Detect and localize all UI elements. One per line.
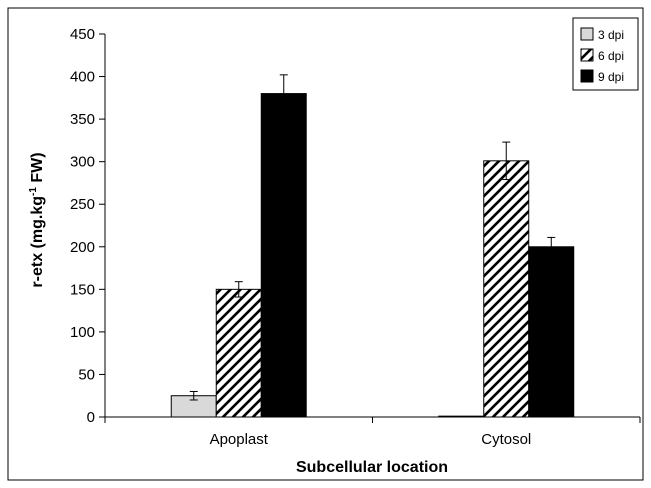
y-tick-label: 50 (78, 366, 95, 383)
bar (215, 288, 262, 418)
bar (260, 93, 307, 418)
y-tick-label: 100 (70, 324, 95, 341)
x-axis-title: Subcellular location (296, 459, 448, 476)
x-category-label: Cytosol (481, 431, 531, 448)
bars-group (170, 74, 575, 418)
y-tick-label: 350 (70, 111, 95, 128)
legend-label: 9 dpi (598, 70, 624, 84)
y-axis-title-superscript: -1 (28, 187, 39, 196)
legend-swatch (580, 27, 594, 41)
legend-label: 3 dpi (598, 28, 624, 42)
legend-swatch (580, 69, 594, 83)
y-axis-title-main: r-etx (mg.kg (29, 196, 46, 288)
bar (483, 160, 530, 418)
y-axis-title-tail: FW) (29, 152, 46, 187)
legend: 3 dpi 6 dpi 9 dpi (572, 17, 639, 91)
y-axis: 0 50 100 150 200 250 300 350 400 450 (70, 26, 106, 426)
x-category-label: Apoplast (210, 431, 269, 448)
y-tick-label: 0 (87, 409, 95, 426)
bar (528, 246, 575, 418)
bar (438, 415, 485, 418)
y-tick-label: 400 (70, 69, 95, 86)
y-tick-label: 450 (70, 26, 95, 43)
y-tick-label: 150 (70, 281, 95, 298)
y-tick-label: 250 (70, 196, 95, 213)
legend-swatch (580, 48, 594, 62)
y-axis-title: r-etx (mg.kg-1 FW) (28, 152, 46, 287)
y-tick-label: 200 (70, 239, 95, 256)
y-tick-label: 300 (70, 154, 95, 171)
legend-label: 6 dpi (598, 49, 624, 63)
